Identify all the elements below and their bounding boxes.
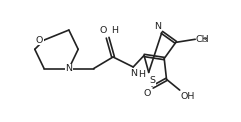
Text: N: N: [130, 69, 137, 78]
Text: O: O: [36, 36, 43, 45]
Text: O: O: [144, 89, 151, 98]
Text: N: N: [65, 64, 72, 73]
Text: CH: CH: [196, 35, 210, 44]
Text: H: H: [111, 26, 118, 35]
Text: H: H: [138, 70, 145, 79]
Text: O: O: [100, 26, 107, 35]
Text: OH: OH: [181, 92, 195, 101]
Text: N: N: [154, 22, 161, 31]
Text: S: S: [149, 76, 155, 85]
Text: 3: 3: [202, 37, 207, 43]
